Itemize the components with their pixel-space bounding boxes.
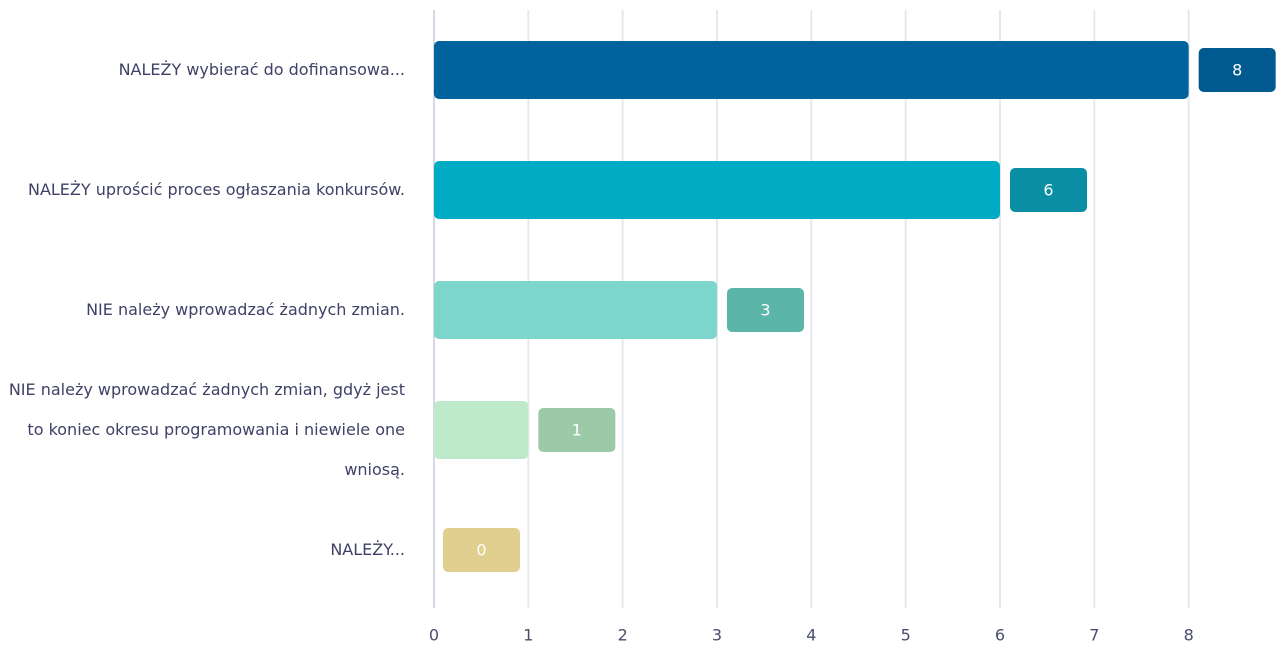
bar: [434, 401, 529, 459]
x-tick-label: 3: [712, 626, 722, 645]
value-label-box: [727, 288, 804, 332]
y-tick-label: NALEŻY...: [0, 490, 405, 610]
x-tick-label: 4: [806, 626, 816, 645]
value-label: 8: [1232, 61, 1242, 80]
bar: [434, 41, 1189, 99]
value-label: 0: [476, 541, 486, 560]
x-tick-label: 0: [429, 626, 439, 645]
category-text: NALEŻY...: [330, 540, 405, 559]
category-text: NIE należy wprowadzać żadnych zmian, gdy…: [8, 380, 405, 479]
value-label: 6: [1043, 181, 1053, 200]
value-label: 1: [572, 421, 582, 440]
value-label: 3: [760, 301, 770, 320]
x-tick-label: 2: [618, 626, 628, 645]
x-tick-label: 6: [995, 626, 1005, 645]
y-tick-label: NIE należy wprowadzać żadnych zmian, gdy…: [0, 370, 405, 490]
y-tick-label: NIE należy wprowadzać żadnych zmian.: [0, 250, 405, 370]
value-label-box: [1198, 48, 1276, 92]
x-tick-label: 1: [523, 626, 533, 645]
value-label-box: [538, 408, 616, 452]
value-label-box: [1010, 168, 1087, 212]
x-tick-label: 5: [901, 626, 911, 645]
x-tick-label: 8: [1184, 626, 1194, 645]
bar: [434, 281, 717, 339]
y-tick-label: NALEŻY wybierać do dofinansowa...: [0, 10, 405, 130]
x-tick-label: 7: [1089, 626, 1099, 645]
bar: [434, 161, 1000, 219]
category-text: NALEŻY uprościć proces ogłaszania konkur…: [27, 180, 405, 199]
category-text: NIE należy wprowadzać żadnych zmian.: [86, 300, 405, 319]
category-text: NALEŻY wybierać do dofinansowa...: [118, 60, 405, 79]
value-label-box: [443, 528, 520, 572]
y-tick-label: NALEŻY uprościć proces ogłaszania konkur…: [0, 130, 405, 250]
